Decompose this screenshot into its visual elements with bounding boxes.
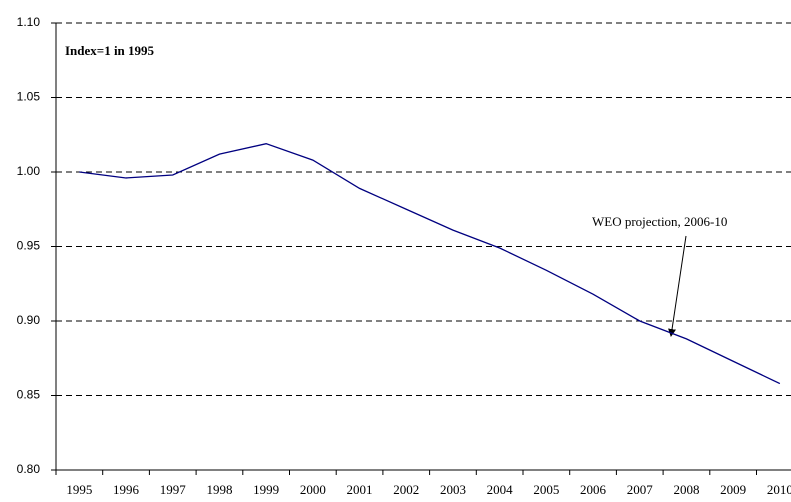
x-tick-label: 2008: [673, 482, 699, 497]
annotation-arrow: [668, 235, 687, 337]
annotation: Index=1 in 1995: [65, 43, 155, 58]
x-tick-label: 2006: [580, 482, 607, 497]
x-tick-label: 2005: [533, 482, 559, 497]
x-tick-label: 2001: [347, 482, 373, 497]
x-tick-label: 2002: [393, 482, 419, 497]
annotation: WEO projection, 2006-10: [592, 214, 727, 229]
x-tick-label: 1999: [253, 482, 279, 497]
x-tick-label: 1995: [66, 482, 92, 497]
y-tick-label: 1.10: [17, 15, 41, 29]
x-tick-label: 2010: [767, 482, 791, 497]
x-tick-label: 1998: [206, 482, 232, 497]
y-tick-label: 1.05: [17, 90, 41, 104]
y-tick-label: 0.90: [17, 313, 41, 327]
x-tick-label: 2004: [487, 482, 514, 497]
y-tick-label: 0.80: [17, 462, 41, 476]
y-tick-label: 1.00: [17, 164, 41, 178]
x-tick-label: 1996: [113, 482, 140, 497]
y-tick-label: 0.95: [17, 239, 41, 253]
line-series: [79, 143, 781, 385]
x-tick-label: 2003: [440, 482, 466, 497]
x-tick-label: 1997: [160, 482, 187, 497]
x-tick-label: 2009: [720, 482, 746, 497]
y-tick-label: 0.85: [17, 388, 41, 402]
x-tick-label: 2000: [300, 482, 326, 497]
x-tick-label: 2007: [627, 482, 654, 497]
